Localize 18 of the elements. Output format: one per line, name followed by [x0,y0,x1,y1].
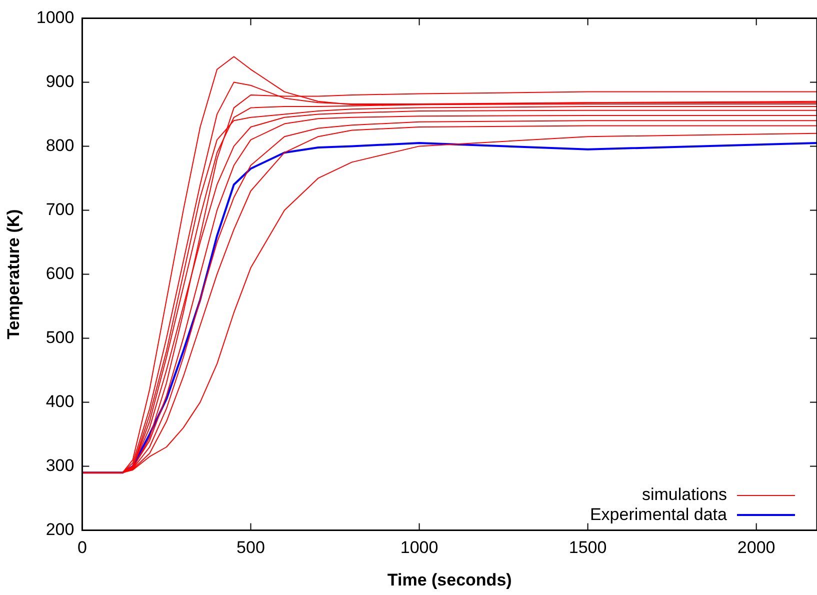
y-tick-label: 200 [46,520,74,539]
y-tick-label: 400 [46,392,74,411]
y-tick-label: 800 [46,136,74,155]
y-axis-title: Temperature (K) [4,209,23,340]
x-tick-label: 0 [77,538,87,558]
legend-label: simulations [642,485,727,505]
y-tick-label: 900 [46,72,74,91]
x-tick-label: 500 [236,538,265,558]
y-tick-label: 300 [46,456,74,475]
x-tick-label: 1000 [400,538,438,558]
y-tick-label: 500 [46,328,74,347]
x-tick-label: 2000 [737,538,776,558]
y-tick-label: 700 [46,200,74,219]
x-axis-title: Time (seconds) [387,570,512,590]
x-tick-label: 1500 [568,538,607,558]
y-tick-label: 1000 [36,8,74,27]
y-tick-label: 600 [46,264,74,283]
legend-label: Experimental data [590,505,727,525]
